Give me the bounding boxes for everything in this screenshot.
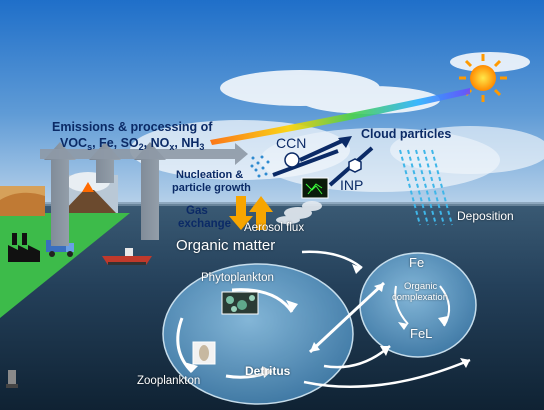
particle-growth-label: particle growth [172,182,251,194]
ccn-arrowhead [338,136,352,148]
desert-icon [0,186,45,216]
gas-exchange-label-1: Gas [186,205,208,217]
zooplankton-label: Zooplankton [137,375,201,387]
cloud-particles-label: Cloud particles [361,127,452,141]
aerosol-flux-label: Aerosol flux [244,222,305,234]
solar-radiation-band [210,88,470,145]
detritus-label: Detritus [245,364,291,378]
gas-exchange-label-2: exchange [178,218,232,230]
ccn-particle [284,152,300,168]
factory-icon [8,233,40,262]
zooplankton-image-icon [192,341,216,365]
inp-label: INP [340,177,364,193]
organic-complexation-label-1: Organic [404,281,438,292]
deposition-streaks [399,149,453,226]
deposition-label: Deposition [457,209,514,223]
nucleation-label: Nucleation & [176,169,244,181]
ccn-to-cloud-line [299,138,345,162]
cycle-arrowheads [184,264,470,378]
gas-exchange-arrows [229,196,273,230]
inp-hexagon [348,158,362,173]
emissions-species: VOCs, Fe, SO2, NOx, NH3 [60,136,205,152]
aerosol-spray [276,201,322,224]
ice-crystal-image-icon [301,177,329,199]
horizon [0,202,544,206]
cycle-arrows [176,250,471,388]
biology-pool [162,263,354,405]
fel-label: FeL [410,326,433,341]
clouds [130,52,544,192]
land [0,213,130,318]
emissions-title: Emissions & processing of [52,120,213,134]
organic-matter-label: Organic matter [176,237,276,254]
ccn-arrow [272,149,339,177]
buoy-icon [6,370,18,388]
emission-transport-arrow [40,143,248,165]
plankton-image-icon [221,291,259,315]
fe-label: Fe [409,255,425,270]
organic-complexation-label-2: complexation [392,292,448,303]
phytoplankton-label: Phytoplankton [201,272,274,284]
ccn-label: CCN [276,135,307,151]
particle-dots [250,155,270,178]
ship-icon [102,248,152,265]
